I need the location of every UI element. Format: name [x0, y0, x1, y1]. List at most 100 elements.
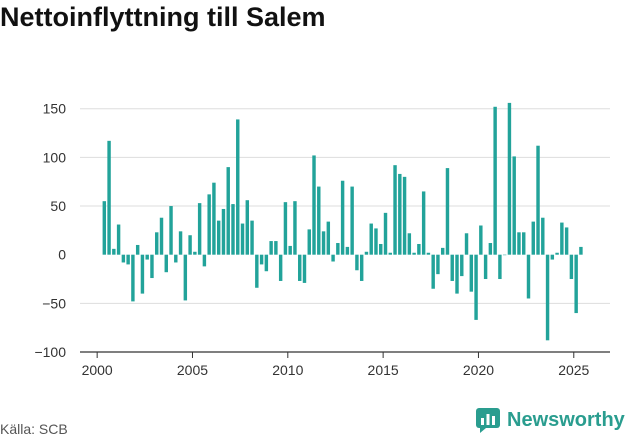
bar — [159, 217, 164, 255]
bar — [493, 106, 497, 255]
y-tick-labels: −100 −50 0 50 100 150 — [34, 101, 66, 360]
bar — [450, 254, 454, 281]
bar — [145, 254, 149, 260]
bar — [331, 254, 335, 262]
bar — [350, 186, 354, 255]
bar — [388, 252, 392, 255]
bar — [321, 231, 326, 255]
bar — [541, 217, 545, 255]
bar — [469, 254, 474, 292]
bar — [135, 244, 140, 255]
bar — [183, 254, 188, 301]
bar — [426, 252, 431, 255]
bar — [307, 229, 311, 255]
bar — [417, 243, 421, 255]
bar — [174, 254, 178, 263]
source-note: Källa: SCB — [0, 421, 68, 437]
bar — [512, 156, 516, 255]
brand-logo[interactable]: Newsworthy — [475, 407, 625, 433]
bar — [226, 167, 230, 255]
bar — [193, 251, 197, 255]
bar — [579, 246, 583, 255]
bar — [550, 254, 555, 260]
bar — [507, 102, 512, 255]
y-tick-label: 0 — [58, 247, 66, 263]
bar — [112, 248, 116, 255]
bar — [407, 233, 412, 255]
bar — [126, 254, 130, 265]
bar — [359, 254, 364, 281]
bar — [312, 155, 316, 255]
grid-lines — [80, 108, 610, 353]
y-tick-label: 50 — [50, 198, 66, 214]
bar — [102, 201, 107, 255]
bar — [293, 201, 297, 255]
bar — [498, 254, 502, 280]
x-tick-label: 2025 — [558, 362, 589, 378]
bar — [250, 220, 254, 255]
y-tick-label: 100 — [43, 149, 67, 165]
brand-name: Newsworthy — [507, 408, 625, 431]
bar — [440, 247, 445, 255]
bar — [236, 119, 240, 255]
bar — [522, 232, 526, 255]
bar — [274, 241, 278, 255]
bar — [531, 221, 535, 255]
bar — [155, 232, 159, 255]
y-tick-label: −100 — [34, 344, 66, 360]
bar — [140, 254, 145, 294]
x-tick-label: 2020 — [463, 362, 494, 378]
bar — [383, 212, 388, 255]
bar — [107, 140, 111, 255]
bar — [569, 254, 574, 280]
bar — [216, 220, 221, 255]
bar — [317, 186, 321, 255]
bar — [240, 223, 245, 255]
bar — [150, 254, 154, 279]
bars — [102, 102, 583, 341]
bar — [555, 252, 559, 255]
bar — [474, 254, 478, 320]
bar — [488, 243, 493, 255]
bar — [574, 254, 578, 314]
bar — [517, 232, 521, 255]
bar — [212, 182, 216, 255]
x-tick-label: 2000 — [82, 362, 113, 378]
bar — [560, 222, 564, 255]
bar — [379, 243, 383, 255]
bar — [421, 191, 426, 255]
y-tick-label: 150 — [43, 101, 67, 117]
bar — [231, 204, 235, 255]
bar — [264, 254, 269, 272]
bar — [121, 254, 126, 263]
bar — [298, 254, 302, 281]
bar — [278, 254, 283, 281]
y-tick-label: −50 — [42, 295, 66, 311]
bar — [169, 206, 173, 255]
bar — [131, 254, 135, 302]
bar — [202, 254, 207, 267]
bar — [564, 227, 569, 255]
bar — [326, 221, 331, 255]
bar — [402, 176, 407, 255]
bar — [245, 200, 250, 255]
bar — [369, 223, 373, 255]
bar — [436, 254, 440, 275]
chart-title: Nettoinflyttning till Salem — [0, 2, 326, 32]
x-tick-label: 2015 — [368, 362, 399, 378]
bar — [340, 180, 345, 255]
bar — [221, 208, 226, 255]
bar — [460, 254, 464, 277]
bar — [302, 254, 307, 283]
bar — [188, 235, 192, 255]
x-tick-labels: 2000 2005 2010 2015 2020 2025 — [82, 362, 590, 378]
bar — [197, 203, 202, 255]
bar — [207, 194, 211, 255]
bar — [445, 168, 450, 255]
bar — [283, 202, 288, 255]
bar — [259, 254, 264, 265]
bar — [116, 224, 121, 255]
bar — [479, 225, 483, 255]
bar — [545, 254, 550, 341]
